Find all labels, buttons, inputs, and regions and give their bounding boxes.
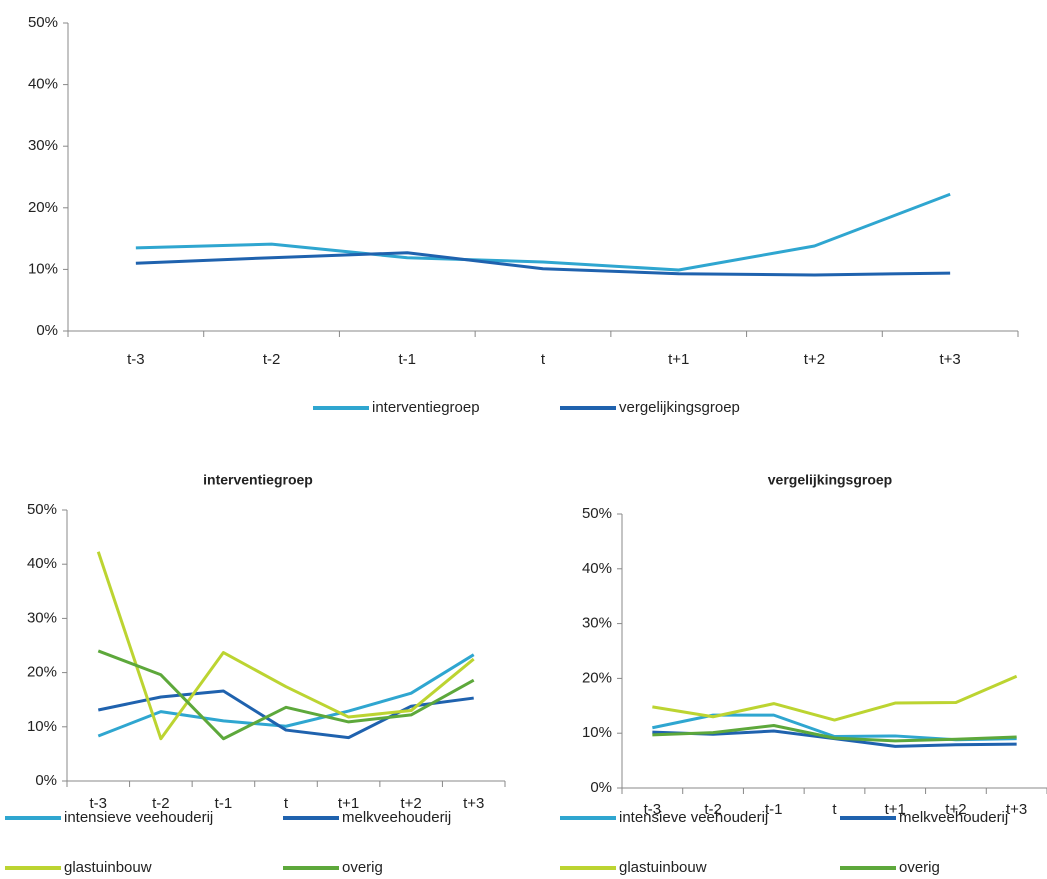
y-tick-label: 10% — [27, 718, 57, 735]
series-line — [97, 649, 475, 741]
y-tick-label: 20% — [28, 199, 58, 216]
x-tick-label: t+3 — [1006, 801, 1027, 818]
legend-label: intensieve veehouderij — [619, 809, 768, 826]
chart-title: interventiegroep — [203, 472, 313, 488]
x-tick-label: t+1 — [668, 351, 689, 368]
y-tick-label: 30% — [28, 137, 58, 154]
legend-label: overig — [899, 859, 940, 876]
y-tick-label: 0% — [590, 779, 612, 796]
series-line — [96, 551, 475, 741]
y-tick-label: 10% — [582, 724, 612, 741]
y-tick-label: 40% — [582, 560, 612, 577]
x-tick-label: t+1 — [885, 801, 906, 818]
legend-label: overig — [342, 859, 383, 876]
x-tick-label: t — [832, 801, 837, 818]
y-tick-label: 50% — [27, 501, 57, 518]
x-tick-label: t-2 — [263, 351, 281, 368]
series-line — [652, 674, 1018, 722]
y-tick-label: 40% — [28, 76, 58, 93]
x-tick-label: t-3 — [90, 795, 108, 812]
y-tick-label: 30% — [27, 609, 57, 626]
series-line — [135, 192, 951, 272]
y-tick-label: 0% — [35, 772, 57, 789]
series-line — [97, 653, 475, 738]
x-tick-label: t+2 — [401, 795, 422, 812]
x-tick-label: t-2 — [704, 801, 722, 818]
series-line — [135, 251, 951, 277]
legend-label: intensieve veehouderij — [64, 809, 213, 826]
x-tick-label: t-1 — [765, 801, 783, 818]
x-tick-label: t-1 — [215, 795, 233, 812]
y-tick-label: 50% — [28, 14, 58, 31]
x-tick-label: t+3 — [463, 795, 484, 812]
x-tick-label: t — [284, 795, 289, 812]
series-line — [652, 724, 1017, 743]
legend-label: interventiegroep — [372, 399, 480, 416]
y-tick-label: 10% — [28, 260, 58, 277]
legend-label: glastuinbouw — [64, 859, 152, 876]
x-tick-label: t — [541, 351, 546, 368]
legend-label: melkveehouderij — [342, 809, 451, 826]
legend-label: glastuinbouw — [619, 859, 707, 876]
x-tick-label: t-3 — [644, 801, 662, 818]
y-tick-label: 40% — [27, 555, 57, 572]
legend-label: melkveehouderij — [899, 809, 1008, 826]
y-tick-label: 0% — [36, 322, 58, 339]
y-tick-label: 50% — [582, 505, 612, 522]
x-tick-label: t-2 — [152, 795, 170, 812]
x-tick-label: t+3 — [940, 351, 961, 368]
x-tick-label: t-1 — [399, 351, 417, 368]
x-tick-label: t+1 — [338, 795, 359, 812]
chart-title: vergelijkingsgroep — [768, 472, 892, 488]
x-tick-label: t-3 — [127, 351, 145, 368]
x-tick-label: t+2 — [945, 801, 966, 818]
y-tick-label: 30% — [582, 615, 612, 632]
y-tick-label: 20% — [582, 669, 612, 686]
x-tick-label: t+2 — [804, 351, 825, 368]
series-line — [97, 689, 474, 740]
legend-label: vergelijkingsgroep — [619, 399, 740, 416]
y-tick-label: 20% — [27, 664, 57, 681]
